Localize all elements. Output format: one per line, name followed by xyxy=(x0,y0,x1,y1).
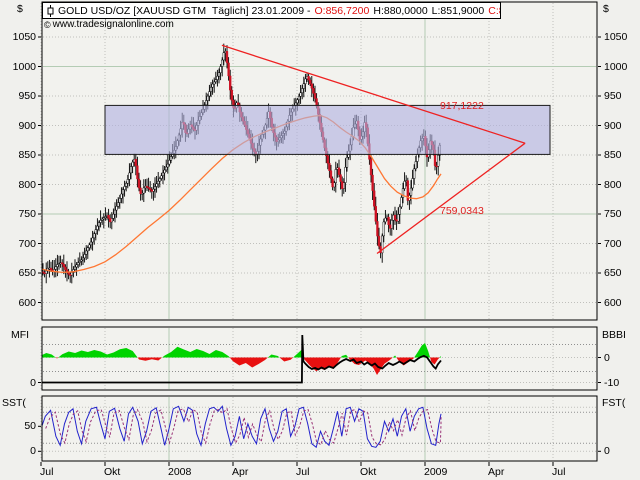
time-axis-label: Jul xyxy=(40,466,54,478)
price-axis-label-left: 650 xyxy=(18,267,36,279)
price-axis-label-right: 700 xyxy=(604,238,622,250)
copyright-icon: © xyxy=(44,19,51,30)
watermark-text: www.tradesignalonline.com xyxy=(52,19,174,30)
time-axis-label: 2009 xyxy=(424,466,448,478)
time-axis-label: Jul xyxy=(296,466,310,478)
mfi-panel-label: MFI xyxy=(11,329,30,341)
mfi-axis-label-right: -10 xyxy=(604,377,620,389)
mfi-axis-label-left: 0 xyxy=(30,377,36,389)
time-axis[interactable] xyxy=(42,461,597,479)
ssto-panel-label: SST( xyxy=(2,397,26,409)
price-axis-label-right: 650 xyxy=(604,267,622,279)
bbbi-panel-label: BBBI xyxy=(602,329,626,341)
title-instrument-and-date: GOLD USD/OZ [XAUUSD GTM Täglich] 23.01.2… xyxy=(58,4,311,17)
time-axis-label: 2008 xyxy=(168,466,192,478)
lower-trendline-annotation: 759,0343 xyxy=(440,205,484,217)
ssto-indicator-panel[interactable] xyxy=(42,396,597,461)
title-high-value: H:880,0000 xyxy=(373,4,428,17)
price-axis-label-left: 750 xyxy=(18,208,36,220)
time-axis-label: Okt xyxy=(360,466,377,478)
price-axis-label-right: 600 xyxy=(604,297,622,309)
title-open-value: O:856,7200 xyxy=(314,4,370,17)
price-axis-label-right: 1050 xyxy=(604,31,628,43)
price-axis-label-left: 950 xyxy=(18,90,36,102)
title-low-value: L:851,9000 xyxy=(431,4,485,17)
price-axis-label-right: 900 xyxy=(604,120,622,132)
price-axis-label-left: 1000 xyxy=(12,61,36,73)
ssto-axis-label-left: 0 xyxy=(30,445,36,457)
price-axis-label-left: 600 xyxy=(18,297,36,309)
price-axis-label-right: 1000 xyxy=(604,61,628,73)
price-axis-label-left: 850 xyxy=(18,149,36,161)
price-axis-label-left: 900 xyxy=(18,120,36,132)
ssto-axis-label-right: 0 xyxy=(604,445,610,457)
price-axis-label-right: 950 xyxy=(604,90,622,102)
currency-label-right: $ xyxy=(603,3,609,15)
time-axis-label: Okt xyxy=(104,466,121,478)
time-axis-label: Apr xyxy=(488,466,505,478)
time-axis-label: Apr xyxy=(232,466,249,478)
mfi-axis-label-right: 0 xyxy=(604,352,610,364)
price-axis-label-right: 850 xyxy=(604,149,622,161)
title-close-value: C:873,4700 xyxy=(488,4,500,17)
watermark: © www.tradesignalonline.com xyxy=(44,19,174,30)
time-axis-label: Jul xyxy=(552,466,566,478)
mfi-indicator-panel[interactable] xyxy=(42,327,597,390)
chart-title-bar[interactable]: GOLD USD/OZ [XAUUSD GTM Täglich] 23.01.2… xyxy=(42,2,501,19)
price-axis-label-right: 750 xyxy=(604,208,622,220)
fsto-panel-label: FST( xyxy=(602,397,626,409)
price-axis-label-left: 700 xyxy=(18,238,36,250)
candlestick-icon xyxy=(47,4,54,17)
upper-trendline-annotation: 917,1222 xyxy=(440,100,484,112)
ssto-axis-label-left: 50 xyxy=(24,420,36,432)
price-axis-label-left: 800 xyxy=(18,179,36,191)
currency-label-left: $ xyxy=(17,3,23,15)
price-axis-label-left: 1050 xyxy=(12,31,36,43)
main-price-panel[interactable] xyxy=(42,2,597,320)
price-axis-label-right: 800 xyxy=(604,179,622,191)
